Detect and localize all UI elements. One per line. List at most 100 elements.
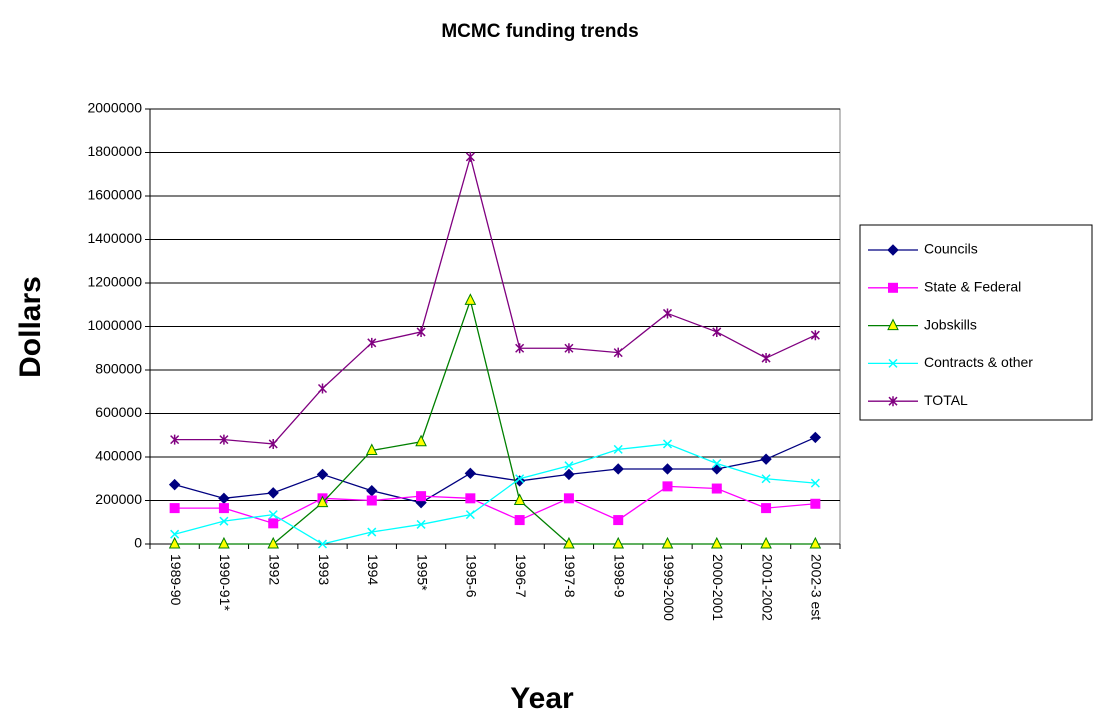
y-tick-label: 1200000 xyxy=(87,274,142,290)
marker xyxy=(760,453,772,465)
legend-label: Councils xyxy=(924,241,978,257)
marker xyxy=(564,343,574,354)
marker xyxy=(169,503,180,514)
marker xyxy=(711,483,722,494)
marker xyxy=(465,151,475,162)
legend-label: Contracts & other xyxy=(924,354,1033,370)
marker xyxy=(761,353,771,364)
marker xyxy=(416,491,427,502)
marker xyxy=(267,536,280,549)
marker xyxy=(810,498,821,509)
marker xyxy=(712,326,722,337)
x-tick-label: 1993 xyxy=(316,554,332,585)
marker xyxy=(218,536,230,549)
marker xyxy=(316,495,329,508)
marker xyxy=(661,536,674,549)
marker xyxy=(268,518,279,529)
marker xyxy=(563,536,575,549)
legend-label: State & Federal xyxy=(924,279,1021,295)
x-tick-label: 2000-2001 xyxy=(710,554,726,621)
marker xyxy=(563,468,575,481)
x-tick-label: 1995-6 xyxy=(464,554,480,598)
marker xyxy=(218,492,230,505)
marker xyxy=(465,510,475,520)
marker xyxy=(887,318,899,331)
marker xyxy=(317,383,328,394)
x-tick-label: 1998-9 xyxy=(612,554,628,598)
marker xyxy=(613,347,623,358)
y-tick-label: 0 xyxy=(134,535,142,551)
legend-label: TOTAL xyxy=(924,392,968,408)
marker xyxy=(464,293,477,305)
legend-box xyxy=(859,224,1093,421)
series-line xyxy=(174,298,816,545)
x-tick-label: 1997-8 xyxy=(562,554,578,598)
marker xyxy=(613,444,623,454)
marker xyxy=(415,434,427,447)
x-tick-label: 1994 xyxy=(365,554,381,585)
marker xyxy=(761,503,772,514)
y-tick-label: 200000 xyxy=(95,491,142,507)
y-tick-label: 400000 xyxy=(95,448,142,464)
marker xyxy=(661,463,674,475)
marker xyxy=(761,474,771,484)
x-tick-label: 2002-3 est xyxy=(809,554,825,620)
marker xyxy=(514,515,525,526)
x-tick-label: 1996-7 xyxy=(513,554,529,598)
marker xyxy=(366,495,377,506)
marker xyxy=(810,478,820,488)
marker xyxy=(513,493,526,505)
marker xyxy=(218,503,229,514)
marker xyxy=(170,434,180,445)
marker xyxy=(564,461,574,471)
marker xyxy=(888,396,898,407)
marker xyxy=(710,536,723,549)
marker xyxy=(268,510,278,520)
marker xyxy=(760,536,772,549)
x-tick-label: 1992 xyxy=(267,554,283,585)
marker xyxy=(809,536,822,549)
y-tick-label: 600000 xyxy=(95,404,142,420)
marker xyxy=(515,343,525,354)
marker xyxy=(563,493,574,504)
series-line xyxy=(174,443,816,545)
marker xyxy=(416,326,426,337)
marker xyxy=(317,539,328,549)
marker xyxy=(365,443,378,455)
marker xyxy=(662,439,673,449)
marker xyxy=(888,282,898,293)
marker xyxy=(268,438,278,449)
y-tick-label: 800000 xyxy=(95,361,142,377)
y-tick-label: 1600000 xyxy=(87,187,142,203)
y-tick-label: 1400000 xyxy=(87,230,142,246)
marker xyxy=(170,529,180,539)
marker xyxy=(711,463,723,475)
x-tick-label: 1999-2000 xyxy=(661,554,677,621)
marker xyxy=(267,487,279,499)
marker xyxy=(367,337,377,348)
marker xyxy=(168,536,181,549)
legend-label: Jobskills xyxy=(924,316,977,332)
marker xyxy=(316,468,329,481)
marker xyxy=(662,308,673,319)
marker xyxy=(612,536,625,549)
marker xyxy=(612,463,624,475)
x-tick-label: 1990-91* xyxy=(217,554,233,611)
marker xyxy=(168,478,181,491)
marker xyxy=(219,516,229,526)
marker xyxy=(810,330,820,341)
marker xyxy=(662,481,673,492)
marker xyxy=(465,493,476,504)
marker xyxy=(367,527,377,537)
marker xyxy=(366,485,378,497)
marker xyxy=(515,474,525,484)
marker xyxy=(464,467,477,480)
y-axis-title: Dollars xyxy=(14,276,47,378)
y-tick-label: 1800000 xyxy=(87,143,142,159)
x-tick-label: 2001-2002 xyxy=(759,554,775,621)
x-tick-label: 1995* xyxy=(414,554,430,591)
chart-title: MCMC funding trends xyxy=(441,21,638,42)
marker xyxy=(416,519,426,529)
